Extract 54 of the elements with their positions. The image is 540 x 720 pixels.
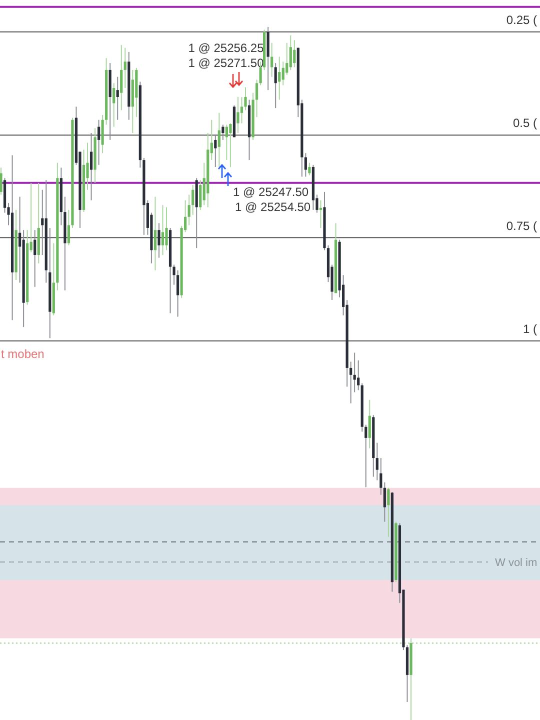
candlestick — [188, 194, 190, 226]
candlestick — [282, 61, 284, 86]
annotation: 1 @ 25254.50 — [235, 200, 311, 214]
candlestick — [304, 152, 307, 178]
candlestick — [90, 132, 93, 201]
text: 0.25 ( — [506, 13, 537, 27]
candlestick — [357, 360, 360, 391]
candlestick — [67, 209, 70, 246]
candlestick — [124, 47, 126, 88]
candlestick — [319, 200, 322, 228]
candlestick — [218, 112, 220, 168]
candlestick — [158, 222, 160, 258]
candlestick — [98, 119, 100, 166]
annotation: t moben — [1, 347, 44, 361]
candlestick — [120, 44, 123, 111]
candlestick — [34, 230, 36, 288]
annotation: 1 @ 25247.50 — [233, 185, 309, 199]
ref-line-label: W vol im — [495, 556, 538, 569]
annotation: 1 @ 25256.25 — [188, 41, 264, 55]
candlestick — [0, 167, 2, 196]
candlestick — [229, 122, 232, 168]
candlestick — [350, 361, 352, 404]
candlestick — [376, 442, 378, 481]
candlestick — [368, 399, 371, 449]
candlestick — [236, 96, 240, 134]
candlestick — [199, 180, 202, 210]
candlestick — [222, 124, 224, 140]
candlestick — [286, 42, 288, 76]
candlestick — [387, 487, 390, 538]
candlestick — [270, 42, 274, 78]
candlestick — [278, 56, 281, 100]
candlestick — [364, 424, 368, 488]
text: 0.75 ( — [506, 219, 537, 233]
candlestick — [308, 162, 311, 176]
candlestick — [161, 204, 164, 256]
candlestick — [192, 184, 194, 216]
candlestick — [154, 196, 157, 271]
candlestick — [176, 270, 180, 318]
candlestick — [165, 206, 168, 251]
candlestick — [380, 458, 382, 496]
candlestick — [225, 124, 228, 161]
candlestick — [240, 96, 244, 124]
text: 0.5 ( — [512, 116, 537, 130]
candlestick — [383, 482, 386, 522]
candlestick — [274, 62, 277, 109]
candlestick — [244, 86, 247, 111]
candlestick — [214, 134, 217, 168]
candlestick — [289, 34, 292, 70]
text: 1 ( — [522, 322, 537, 336]
candlestick — [116, 76, 119, 120]
candlestick — [353, 352, 356, 393]
candlestick — [112, 82, 116, 128]
annotation: 1 @ 25271.50 — [188, 56, 264, 70]
candlestick — [293, 40, 296, 68]
